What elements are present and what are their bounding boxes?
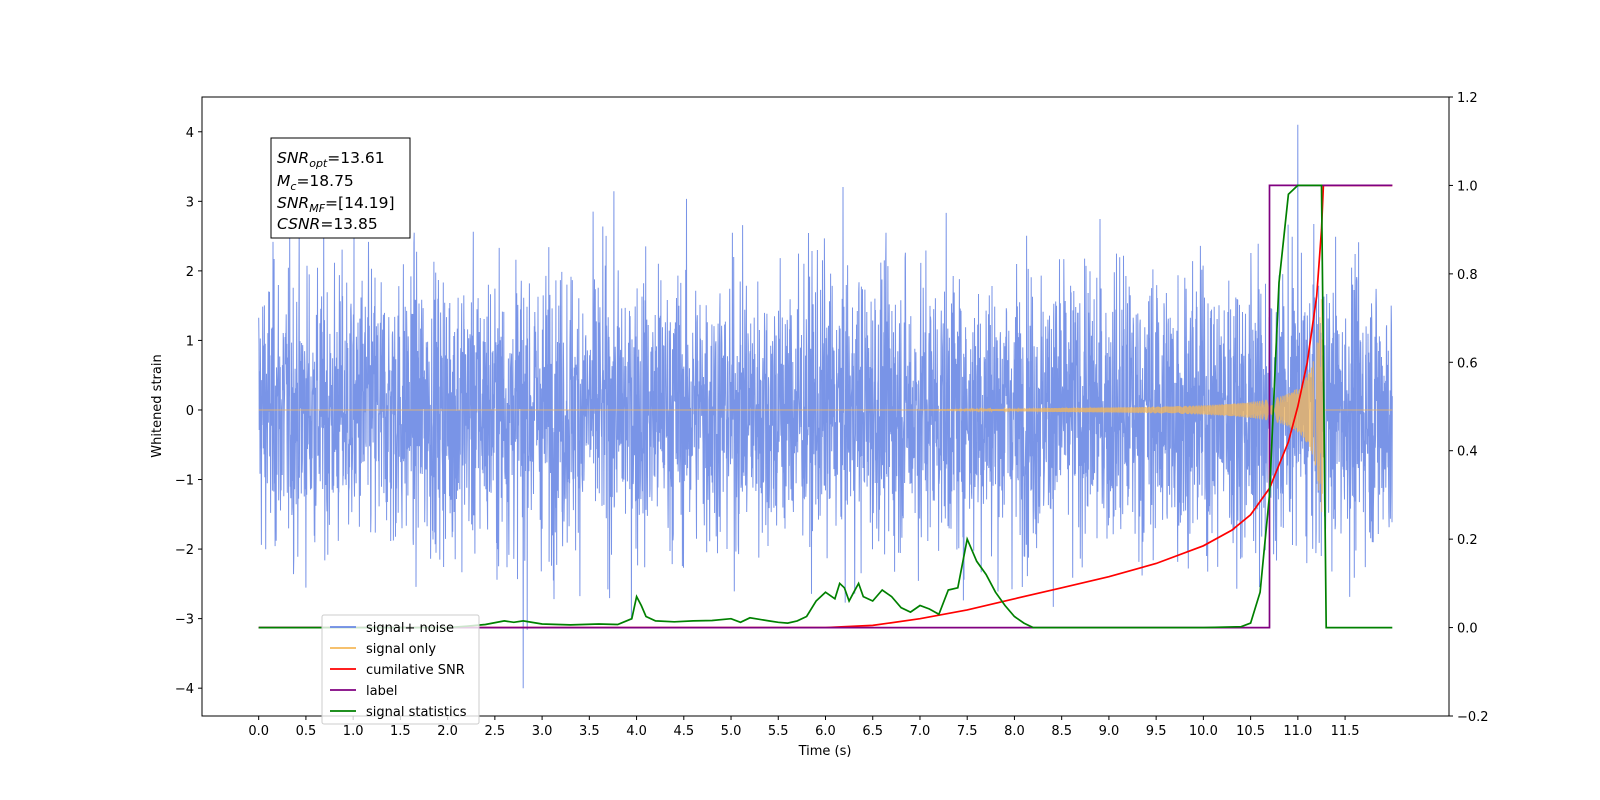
y-left-tick-label-8: −4 — [175, 682, 194, 697]
legend-label-4: signal statistics — [366, 705, 467, 720]
legend: signal+ noise signal only cumilative SNR la… — [321, 614, 480, 725]
x-tick-label-14: 7.0 — [910, 724, 931, 739]
legend-frame — [321, 614, 480, 725]
stat-mc: Mc=18.75 — [277, 172, 354, 193]
x-axis-ticks: 0.0 0.5 1.0 1.5 2.0 2.5 3.0 3.5 4.0 4.5 5.0 5.5 6.0 6… — [248, 716, 1360, 739]
left-y-axis-ticks: 4 3 2 1 0 −1 −2 −3 −4 — [175, 126, 202, 697]
stat-csnr: CSNR=13.85 — [277, 215, 378, 233]
y-left-tick-label-6: −2 — [175, 543, 194, 558]
y-left-tick-label-5: −1 — [175, 474, 194, 489]
y-right-tick-label-0: 1.2 — [1457, 91, 1478, 106]
y-right-tick-label-4: 0.4 — [1457, 445, 1478, 460]
y-right-tick-label-2: 0.8 — [1457, 268, 1478, 283]
y-right-tick-label-6: 0.0 — [1457, 622, 1478, 637]
y-left-tick-label-7: −3 — [175, 613, 194, 628]
x-axis-label: Time (s) — [798, 744, 852, 759]
x-tick-label-23: 11.5 — [1331, 724, 1360, 739]
x-tick-label-16: 8.0 — [1004, 724, 1025, 739]
x-tick-label-10: 5.0 — [721, 724, 742, 739]
x-tick-label-4: 2.0 — [437, 724, 458, 739]
series-signal-statistics — [258, 184, 1393, 629]
legend-label-2: cumilative SNR — [366, 663, 465, 678]
x-tick-label-3: 1.5 — [390, 724, 411, 739]
y-right-tick-label-1: 1.0 — [1457, 179, 1478, 194]
x-tick-label-6: 3.0 — [532, 724, 553, 739]
x-tick-label-20: 10.0 — [1189, 724, 1218, 739]
legend-label-3: label — [366, 684, 397, 699]
series-signal-only — [258, 299, 1393, 513]
x-tick-label-0: 0.0 — [248, 724, 269, 739]
y-right-tick-label-7: −0.2 — [1457, 710, 1489, 725]
x-tick-label-18: 9.0 — [1099, 724, 1120, 739]
y-left-tick-label-4: 0 — [186, 404, 194, 419]
y-axis-label: Whitened strain — [150, 354, 165, 457]
x-tick-label-11: 5.5 — [768, 724, 789, 739]
series-cumilative-snr — [258, 184, 1393, 629]
series-signal-noise — [258, 124, 1393, 689]
y-left-tick-label-3: 1 — [186, 334, 194, 349]
x-tick-label-7: 3.5 — [579, 724, 600, 739]
x-tick-label-5: 2.5 — [485, 724, 506, 739]
x-tick-label-9: 4.5 — [673, 724, 694, 739]
x-tick-label-8: 4.0 — [626, 724, 647, 739]
x-tick-label-13: 6.5 — [862, 724, 883, 739]
y-right-tick-label-3: 0.6 — [1457, 356, 1478, 371]
y-right-tick-label-5: 0.2 — [1457, 533, 1478, 548]
x-tick-label-19: 9.5 — [1146, 724, 1167, 739]
legend-label-1: signal only — [366, 642, 436, 657]
stats-box-frame — [270, 137, 411, 239]
stat-snr-opt: SNRopt=13.61 — [277, 149, 385, 170]
x-tick-label-21: 10.5 — [1236, 724, 1265, 739]
x-tick-label-15: 7.5 — [957, 724, 978, 739]
x-tick-label-12: 6.0 — [815, 724, 836, 739]
x-tick-label-2: 1.0 — [343, 724, 364, 739]
legend-label-0: signal+ noise — [366, 621, 454, 636]
right-y-axis-ticks: 1.2 1.0 0.8 0.6 0.4 0.2 0.0 −0.2 — [1449, 91, 1489, 725]
series-label — [258, 184, 1393, 629]
x-tick-label-17: 8.5 — [1051, 724, 1072, 739]
y-left-tick-label-1: 3 — [186, 195, 194, 210]
stats-box: SNRopt=13.61 Mc=18.75 SNRMF=[14.19] CSNR… — [270, 137, 411, 239]
series-layer — [258, 124, 1393, 689]
y-left-tick-label-2: 2 — [186, 265, 194, 280]
x-tick-label-22: 11.0 — [1283, 724, 1312, 739]
y-left-tick-label-0: 4 — [186, 126, 194, 141]
x-tick-label-1: 0.5 — [296, 724, 317, 739]
stat-snr-mf: SNRMF=[14.19] — [277, 194, 395, 215]
